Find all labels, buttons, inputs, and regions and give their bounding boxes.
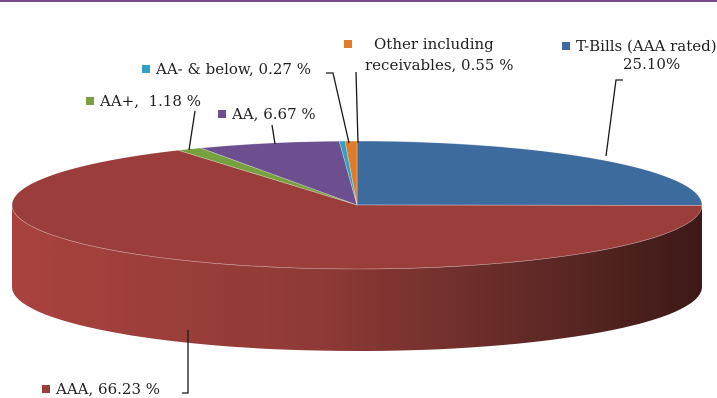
- label-other-text: Other including: [374, 35, 494, 53]
- slice-aaa: [11, 149, 703, 270]
- leader-line-aaminus: [326, 72, 350, 144]
- slice-aa: [200, 140, 358, 206]
- label-other-value: receivables, 0.55 %: [365, 56, 514, 74]
- label-tbills: T-Bills (AAA rated),: [562, 38, 717, 55]
- label-other-line2: receivables, 0.55 %: [365, 57, 513, 74]
- label-other: Other including: [344, 36, 494, 53]
- leader-line-tbills: [605, 79, 623, 157]
- label-aa-text: AA,: [232, 105, 259, 123]
- label-aaminus-value: 0.27 %: [258, 60, 311, 78]
- label-aa: AA, 6.67 %: [218, 106, 316, 123]
- label-tbills-value: 25.10%: [623, 55, 681, 73]
- slice-tbills: [356, 140, 703, 206]
- leader-line-other: [355, 71, 359, 144]
- legend-swatch-tbills: [562, 42, 570, 50]
- legend-swatch-aaplus: [86, 97, 94, 105]
- label-aaplus-text: AA+,: [100, 92, 140, 110]
- label-tbills-line2: 25.10%: [623, 56, 680, 73]
- label-aaa-text: AAA,: [56, 380, 94, 398]
- leader-line-aaa: [182, 330, 189, 394]
- label-aaplus-value: 1.18 %: [148, 92, 201, 110]
- label-tbills-text: T-Bills (AAA rated),: [576, 37, 717, 55]
- slice-other: [344, 140, 358, 206]
- leader-line-aaplus: [188, 110, 196, 151]
- label-aaa-value: 66.23 %: [98, 380, 161, 398]
- legend-swatch-aa: [218, 110, 226, 118]
- legend-swatch-aaa: [42, 385, 50, 393]
- legend-swatch-other: [344, 40, 352, 48]
- legend-swatch-aaminus: [142, 65, 150, 73]
- label-aaplus: AA+, 1.18 %: [86, 93, 201, 110]
- label-aa-value: 6.67 %: [263, 105, 316, 123]
- top-border: [0, 0, 717, 2]
- label-aaa: AAA, 66.23 %: [42, 381, 160, 398]
- rim-aaa: [12, 205, 702, 351]
- leader-line-aa: [271, 124, 276, 145]
- label-aaminus-text: AA- & below,: [156, 60, 254, 78]
- label-aaminus: AA- & below, 0.27 %: [142, 61, 311, 78]
